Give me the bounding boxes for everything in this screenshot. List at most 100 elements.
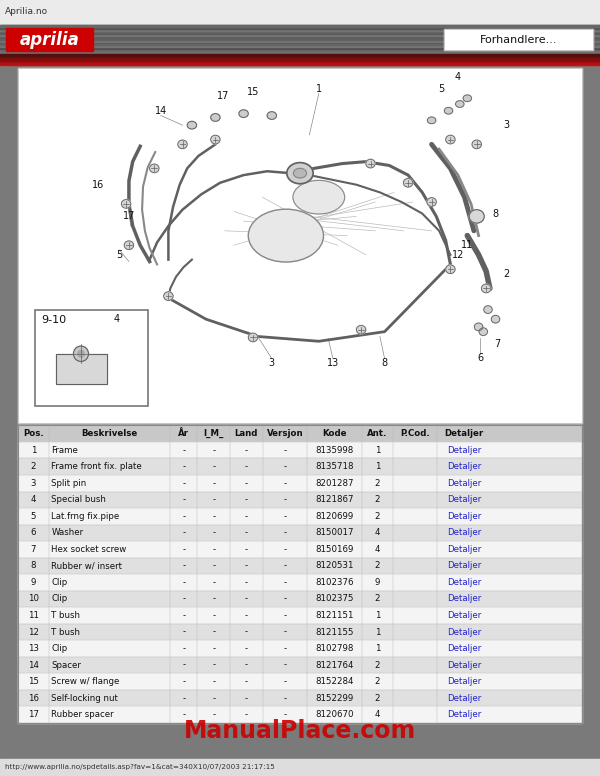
Text: 3: 3 (504, 120, 510, 130)
Text: -: - (245, 628, 248, 636)
Text: Detaljer: Detaljer (447, 445, 481, 455)
Text: -: - (182, 445, 185, 455)
Text: Washer: Washer (52, 528, 83, 537)
Ellipse shape (287, 163, 313, 184)
Text: 8135998: 8135998 (315, 445, 353, 455)
Text: Detaljer: Detaljer (447, 594, 481, 604)
Text: 16: 16 (28, 694, 39, 702)
Text: 2: 2 (31, 462, 36, 471)
Text: Rubber w/ insert: Rubber w/ insert (52, 561, 122, 570)
Text: Detaljer: Detaljer (447, 611, 481, 620)
Text: 7: 7 (494, 339, 500, 349)
Text: 3: 3 (269, 359, 275, 369)
Text: -: - (283, 561, 286, 570)
Text: 8120670: 8120670 (315, 710, 353, 719)
Bar (18, 690, 582, 706)
Text: ManualPlace.com: ManualPlace.com (184, 719, 416, 743)
Ellipse shape (475, 323, 483, 331)
Text: -: - (182, 528, 185, 537)
Text: 8150169: 8150169 (315, 545, 353, 554)
Text: 8: 8 (493, 209, 499, 219)
Text: -: - (283, 479, 286, 488)
Bar (0, 38, 600, 40)
Bar (18, 706, 582, 723)
Text: 6: 6 (478, 352, 484, 362)
Bar (0, 25, 600, 54)
Text: 1: 1 (31, 445, 36, 455)
Bar (0, 47, 600, 49)
Text: Screw w/ flange: Screw w/ flange (52, 677, 120, 686)
Ellipse shape (479, 327, 488, 335)
Text: 8201287: 8201287 (315, 479, 353, 488)
Ellipse shape (446, 265, 455, 274)
Text: -: - (245, 710, 248, 719)
Bar (18, 68, 582, 423)
Text: -: - (182, 660, 185, 670)
Text: -: - (245, 694, 248, 702)
Text: 1: 1 (375, 611, 380, 620)
Bar (18, 525, 582, 541)
Text: 14: 14 (155, 106, 167, 116)
Text: 2: 2 (375, 594, 380, 604)
Text: -: - (212, 512, 215, 521)
Text: -: - (245, 528, 248, 537)
Text: http://www.aprilia.no/spdetails.asp?fav=1&cat=340X10/07/2003 21:17:15: http://www.aprilia.no/spdetails.asp?fav=… (5, 764, 275, 771)
Text: Rubber spacer: Rubber spacer (52, 710, 114, 719)
Bar (18, 640, 582, 656)
Text: 1: 1 (316, 84, 322, 94)
Bar (0, 34, 600, 36)
Text: -: - (283, 611, 286, 620)
Text: 5: 5 (31, 512, 36, 521)
Bar (0, 759, 600, 776)
Text: 8: 8 (31, 561, 36, 570)
Text: 9-10: 9-10 (41, 315, 67, 325)
Text: -: - (245, 479, 248, 488)
Ellipse shape (121, 199, 131, 208)
Text: -: - (212, 479, 215, 488)
Ellipse shape (248, 210, 323, 262)
Text: -: - (283, 495, 286, 504)
Text: 8152299: 8152299 (315, 694, 353, 702)
Ellipse shape (77, 351, 84, 357)
Text: Lat.frng fix.pipe: Lat.frng fix.pipe (52, 512, 119, 521)
Text: 8121151: 8121151 (315, 611, 353, 620)
Text: Beskrivelse: Beskrivelse (82, 429, 138, 438)
Text: Land: Land (235, 429, 258, 438)
Text: -: - (212, 561, 215, 570)
Text: 2: 2 (375, 561, 380, 570)
Text: 11: 11 (461, 241, 473, 250)
Text: T bush: T bush (52, 628, 80, 636)
Text: Detaljer: Detaljer (447, 479, 481, 488)
Text: -: - (245, 594, 248, 604)
Text: 16: 16 (92, 180, 104, 189)
Text: 2: 2 (375, 512, 380, 521)
Bar (18, 674, 582, 690)
Text: Versjon: Versjon (266, 429, 303, 438)
Text: 1: 1 (375, 628, 380, 636)
Ellipse shape (469, 210, 484, 223)
Text: -: - (182, 628, 185, 636)
Text: Detaljer: Detaljer (447, 677, 481, 686)
Text: -: - (245, 445, 248, 455)
Text: -: - (212, 611, 215, 620)
Text: -: - (245, 611, 248, 620)
Text: -: - (182, 545, 185, 554)
Bar (18, 541, 582, 558)
Bar (18, 508, 582, 525)
Ellipse shape (124, 241, 134, 250)
Text: 4: 4 (375, 710, 380, 719)
Ellipse shape (481, 284, 491, 293)
Ellipse shape (164, 292, 173, 300)
Ellipse shape (293, 168, 307, 178)
Bar (18, 425, 582, 723)
Text: -: - (182, 611, 185, 620)
Text: 8135718: 8135718 (315, 462, 353, 471)
Text: 4: 4 (375, 545, 380, 554)
Bar (444, 29, 593, 50)
Text: -: - (182, 578, 185, 587)
Text: -: - (283, 528, 286, 537)
Text: 10: 10 (28, 594, 39, 604)
Text: 7: 7 (31, 545, 36, 554)
Bar (18, 459, 582, 475)
Text: 4: 4 (375, 528, 380, 537)
